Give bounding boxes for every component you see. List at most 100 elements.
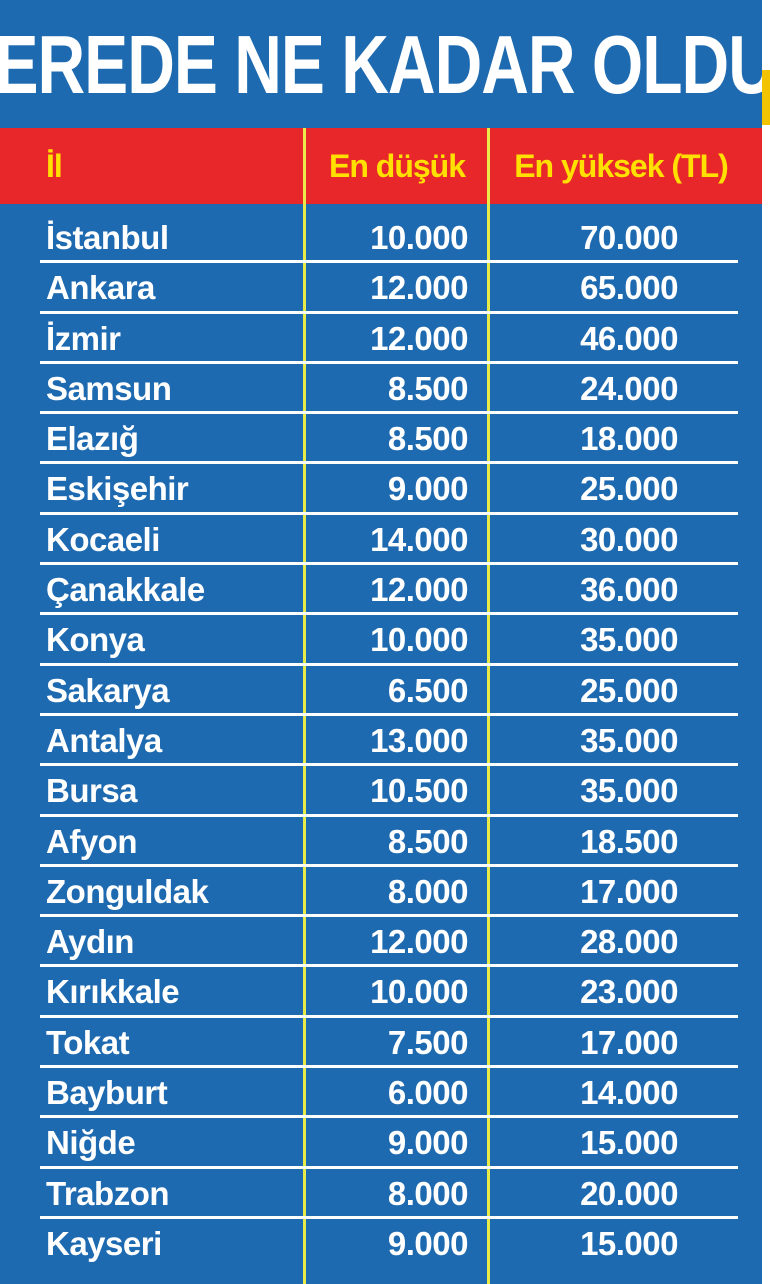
cell-high: 35.000 — [580, 621, 678, 659]
cell-low: 8.000 — [387, 872, 469, 910]
table-row: Kayseri 9.000 15.000 — [0, 1220, 762, 1270]
cell-high: 15.000 — [580, 1124, 678, 1162]
edge-accent — [762, 70, 770, 125]
table-row: Eskişehir 9.000 25.000 — [0, 465, 762, 515]
row-separator — [40, 1115, 738, 1119]
row-separator — [40, 712, 738, 716]
column-divider — [303, 128, 306, 1284]
cell-il: Bayburt — [46, 1074, 168, 1112]
cell-low: 10.000 — [370, 973, 468, 1011]
cell-high: 15.000 — [580, 1224, 678, 1262]
cell-low: 8.500 — [387, 369, 469, 407]
cell-high: 28.000 — [580, 923, 678, 961]
table-row: Ankara 12.000 65.000 — [0, 264, 762, 314]
cell-high: 18.500 — [580, 822, 678, 860]
row-separator — [40, 1165, 738, 1169]
cell-il: Kırıkkale — [46, 973, 180, 1011]
table-row: Kocaeli 14.000 30.000 — [0, 516, 762, 566]
cell-low: 12.000 — [370, 923, 468, 961]
row-separator — [40, 562, 738, 566]
cell-low: 9.000 — [387, 1224, 469, 1262]
cell-low: 12.000 — [370, 269, 468, 307]
row-separator — [40, 863, 738, 867]
table-row: Sakarya 6.500 25.000 — [0, 667, 762, 717]
table-row: İstanbul 10.000 70.000 — [0, 214, 762, 264]
table-row: Zonguldak 8.000 17.000 — [0, 868, 762, 918]
cell-high: 25.000 — [580, 470, 678, 508]
table-row: Niğde 9.000 15.000 — [0, 1119, 762, 1169]
cell-low: 8.500 — [387, 822, 469, 860]
column-header-high: En yüksek (TL) — [514, 147, 729, 184]
cell-il: Çanakkale — [46, 571, 205, 609]
cell-low: 9.000 — [387, 1124, 469, 1162]
table-row: Bayburt 6.000 14.000 — [0, 1069, 762, 1119]
cell-low: 14.000 — [370, 520, 468, 558]
cell-il: Bursa — [46, 772, 138, 810]
cell-high: 14.000 — [580, 1074, 678, 1112]
table-row: Antalya 13.000 35.000 — [0, 717, 762, 767]
table-header-row: İl En düşük En yüksek (TL) — [0, 128, 762, 204]
cell-high: 46.000 — [580, 319, 678, 357]
table-row: Samsun 8.500 24.000 — [0, 365, 762, 415]
column-header-low: En düşük — [328, 147, 466, 184]
row-separator — [40, 914, 738, 918]
cell-high: 35.000 — [580, 772, 678, 810]
cell-il: Eskişehir — [46, 470, 189, 508]
cell-low: 12.000 — [370, 571, 468, 609]
cell-high: 70.000 — [580, 219, 678, 256]
row-separator — [40, 1215, 738, 1219]
cell-il: Konya — [46, 621, 145, 659]
cell-high: 17.000 — [580, 1023, 678, 1061]
cell-low: 8.000 — [387, 1174, 469, 1212]
row-separator — [40, 411, 738, 415]
cell-il: İstanbul — [46, 219, 169, 256]
row-separator — [40, 260, 738, 264]
cell-high: 65.000 — [580, 269, 678, 307]
table-row: Trabzon 8.000 20.000 — [0, 1170, 762, 1220]
cell-low: 13.000 — [370, 721, 468, 759]
row-separator — [40, 461, 738, 465]
cell-il: Kocaeli — [46, 520, 160, 558]
cell-il: İzmir — [46, 319, 121, 357]
table-row: Aydın 12.000 28.000 — [0, 918, 762, 968]
cell-il: Kayseri — [46, 1224, 162, 1262]
table-row: Bursa 10.500 35.000 — [0, 767, 762, 817]
cell-high: 18.000 — [580, 420, 678, 458]
cell-il: Trabzon — [46, 1174, 170, 1212]
cell-il: Afyon — [46, 822, 138, 860]
cell-low: 8.500 — [387, 420, 469, 458]
table-row: Elazığ 8.500 18.000 — [0, 415, 762, 465]
cell-il: Antalya — [46, 721, 162, 759]
row-separator — [40, 612, 738, 616]
cell-high: 35.000 — [580, 721, 678, 759]
cell-il: Elazığ — [46, 420, 139, 458]
page-title: NEREDE NE KADAR OLDU? — [0, 17, 762, 111]
cell-high: 24.000 — [580, 369, 678, 407]
row-separator — [40, 310, 738, 314]
cell-low: 6.500 — [387, 671, 469, 709]
cell-high: 30.000 — [580, 520, 678, 558]
row-separator — [40, 662, 738, 666]
cell-il: Aydın — [46, 923, 134, 961]
cell-il: Zonguldak — [46, 872, 209, 910]
row-separator — [40, 763, 738, 767]
table-row: Kırıkkale 10.000 23.000 — [0, 968, 762, 1018]
row-separator — [40, 964, 738, 968]
cell-high: 23.000 — [580, 973, 678, 1011]
table-row: Konya 10.000 35.000 — [0, 616, 762, 666]
cell-il: Sakarya — [46, 671, 170, 709]
cell-low: 10.500 — [370, 772, 468, 810]
row-separator — [40, 813, 738, 817]
cell-low: 10.000 — [370, 219, 468, 256]
row-separator — [40, 360, 738, 364]
cell-high: 20.000 — [580, 1174, 678, 1212]
cell-il: Samsun — [46, 369, 172, 407]
cell-low: 12.000 — [370, 319, 468, 357]
cell-low: 9.000 — [387, 470, 469, 508]
cell-high: 17.000 — [580, 872, 678, 910]
table-row: Tokat 7.500 17.000 — [0, 1019, 762, 1069]
cell-low: 6.000 — [387, 1074, 469, 1112]
table-body: İstanbul 10.000 70.000 Ankara 12.000 65.000 İz… — [0, 214, 762, 1270]
page-edge — [762, 0, 770, 1284]
table-row: Çanakkale 12.000 36.000 — [0, 566, 762, 616]
